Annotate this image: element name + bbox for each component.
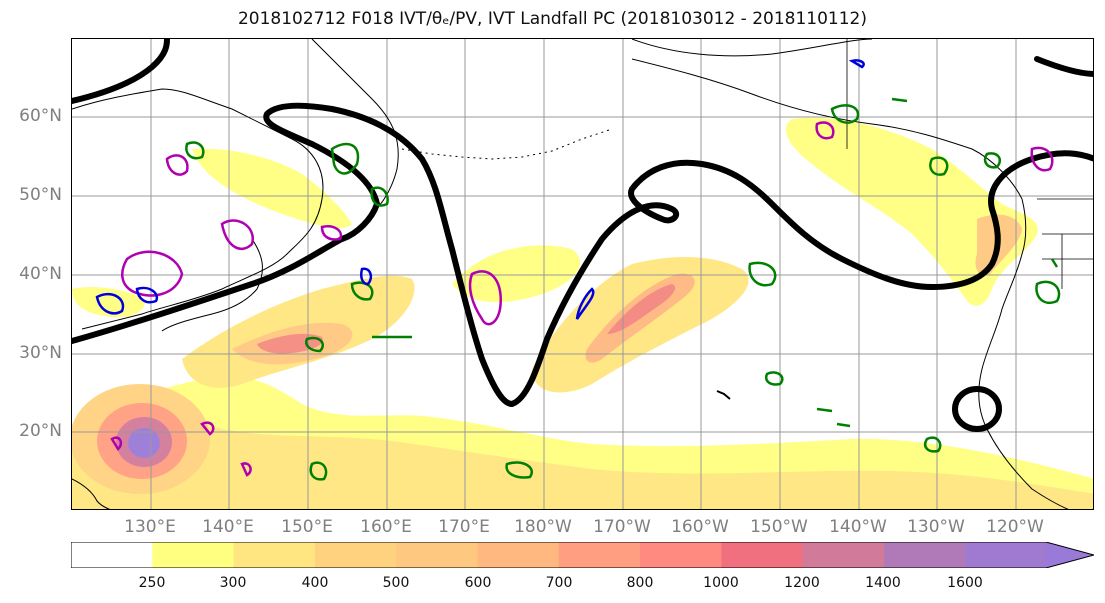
colorbar-segments [71, 542, 1094, 568]
lon-label-150e: 150°E [281, 517, 333, 537]
colorbar-tick-700: 700 [545, 575, 573, 591]
ivt-band-southwest-2 [72, 423, 1093, 509]
colorbar [71, 542, 1094, 568]
colorbar-tick-1000: 1000 [703, 575, 739, 591]
borders [846, 39, 1093, 289]
coast-kamchatka [311, 39, 399, 215]
lat-label-50n: 50°N [19, 185, 62, 205]
lat-label-30n: 30°N [19, 343, 62, 363]
colorbar-segment [233, 542, 316, 568]
colorbar-tick-500: 500 [382, 575, 410, 591]
coast-alaska [631, 58, 1023, 200]
pc-contour-western [72, 102, 1093, 407]
lon-label-130e: 130°E [124, 517, 176, 537]
lon-label-120w: 120°W [986, 517, 1044, 537]
colorbar-segment [640, 542, 722, 568]
graticule [72, 39, 1093, 509]
colorbar-tick-400: 400 [301, 575, 329, 591]
lon-label-160w: 160°W [671, 517, 729, 537]
lon-label-150w: 150°W [750, 517, 808, 537]
colorbar-tick-600: 600 [464, 575, 492, 591]
colorbar-segment [396, 542, 478, 568]
lat-label-40n: 40°N [19, 264, 62, 284]
coast-arctic [631, 39, 873, 57]
coastlines [72, 39, 1069, 509]
ivt-patch-dateline [452, 245, 581, 303]
lon-label-160e: 160°E [360, 517, 412, 537]
pc-contour-northwest [72, 39, 170, 104]
colorbar-tick-300: 300 [219, 575, 247, 591]
hawaii [716, 390, 731, 400]
lon-label-170e: 170°E [438, 517, 490, 537]
colorbar-extend-arrow [1046, 542, 1094, 568]
coast-japan [161, 238, 263, 332]
colorbar-segment [71, 542, 153, 568]
lat-label-60n: 60°N [19, 106, 62, 126]
colorbar-tick-1400: 1400 [865, 575, 901, 591]
colorbar-segment [152, 542, 235, 568]
ivt-typhoon-core [128, 428, 160, 458]
lon-label-130w: 130°W [907, 517, 965, 537]
colorbar-tick-1600: 1600 [947, 575, 983, 591]
ivt-pc-contour [72, 39, 1093, 432]
colorbar-segment [558, 542, 641, 568]
ivt-patch-northwest [192, 148, 352, 229]
pv-contours [95, 59, 1054, 477]
lon-label-140e: 140°E [202, 517, 254, 537]
philippines [72, 478, 111, 509]
lon-label-170w: 170°W [593, 517, 651, 537]
colorbar-segment [884, 542, 966, 568]
lon-label-140w: 140°W [829, 517, 887, 537]
colorbar-tick-1200: 1200 [784, 575, 820, 591]
colorbar-segment [802, 542, 885, 568]
ivt-arc-northeast [785, 117, 1038, 306]
coast-asia [72, 88, 324, 330]
lon-label-180w: 180°W [514, 517, 572, 537]
ivt-patch-japan [72, 286, 145, 318]
theta-e-contours [185, 97, 1061, 481]
colorbar-tick-800: 800 [626, 575, 654, 591]
coast-northamerica [978, 198, 1069, 509]
colorbar-tick-250: 250 [138, 575, 166, 591]
pc-contour-northeast [1034, 56, 1093, 77]
lat-label-20n: 20°N [19, 421, 62, 441]
map-canvas [72, 39, 1093, 509]
ivt-plume-central-core [607, 284, 676, 334]
ivt-shading [72, 117, 1093, 509]
colorbar-segment [477, 542, 560, 568]
colorbar-outline [71, 542, 1094, 568]
aleutians [401, 128, 613, 160]
pc-contour-closed [952, 386, 1002, 432]
colorbar-segment [314, 542, 397, 568]
map-title: 2018102712 F018 IVT/θₑ/PV, IVT Landfall … [237, 9, 868, 29]
map-panel[interactable] [71, 38, 1094, 510]
colorbar-segment [721, 542, 804, 568]
colorbar-segment [965, 542, 1048, 568]
